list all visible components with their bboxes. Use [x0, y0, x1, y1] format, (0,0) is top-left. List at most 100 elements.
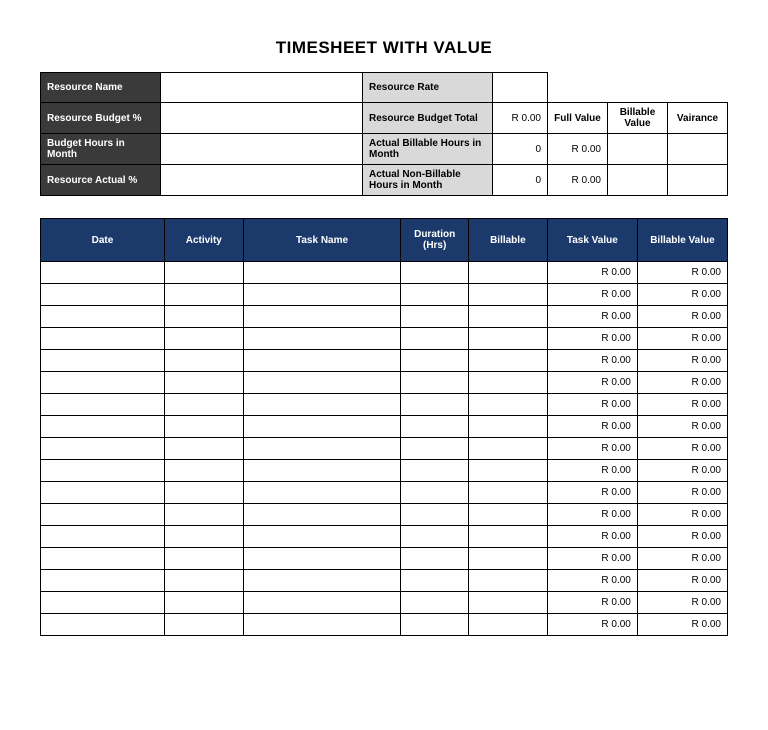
- grid-cell[interactable]: [401, 394, 469, 416]
- grid-cell[interactable]: [243, 328, 401, 350]
- grid-cell[interactable]: [468, 438, 547, 460]
- grid-cell[interactable]: [468, 350, 547, 372]
- grid-cell[interactable]: [41, 394, 165, 416]
- cell-resource-actual-pct[interactable]: [161, 165, 363, 196]
- grid-cell[interactable]: [468, 570, 547, 592]
- grid-cell: R 0.00: [547, 570, 637, 592]
- grid-cell[interactable]: [164, 372, 243, 394]
- grid-cell[interactable]: [243, 438, 401, 460]
- summary-row-billable-hours: Budget Hours in Month Actual Billable Ho…: [41, 134, 728, 165]
- grid-cell[interactable]: [164, 328, 243, 350]
- grid-cell[interactable]: [468, 504, 547, 526]
- grid-cell[interactable]: [243, 504, 401, 526]
- grid-cell[interactable]: [243, 394, 401, 416]
- grid-cell[interactable]: [41, 372, 165, 394]
- grid-cell[interactable]: [243, 526, 401, 548]
- table-row: R 0.00R 0.00: [41, 570, 728, 592]
- grid-cell[interactable]: [41, 570, 165, 592]
- label-full-value: Full Value: [548, 103, 608, 134]
- grid-cell[interactable]: [41, 262, 165, 284]
- grid-cell[interactable]: [468, 372, 547, 394]
- grid-cell: R 0.00: [547, 306, 637, 328]
- grid-cell[interactable]: [468, 284, 547, 306]
- grid-cell[interactable]: [401, 284, 469, 306]
- grid-cell[interactable]: [164, 504, 243, 526]
- grid-cell[interactable]: [468, 482, 547, 504]
- grid-cell[interactable]: [243, 372, 401, 394]
- grid-cell[interactable]: [164, 284, 243, 306]
- grid-cell[interactable]: [468, 548, 547, 570]
- grid-cell[interactable]: [401, 372, 469, 394]
- grid-cell[interactable]: [41, 328, 165, 350]
- grid-cell[interactable]: [401, 438, 469, 460]
- grid-cell[interactable]: [164, 262, 243, 284]
- grid-cell: R 0.00: [637, 438, 727, 460]
- grid-cell[interactable]: [41, 504, 165, 526]
- grid-cell: R 0.00: [547, 328, 637, 350]
- grid-cell[interactable]: [164, 350, 243, 372]
- grid-cell[interactable]: [468, 592, 547, 614]
- grid-cell[interactable]: [243, 592, 401, 614]
- grid-cell[interactable]: [401, 570, 469, 592]
- grid-cell[interactable]: [243, 614, 401, 636]
- grid-cell[interactable]: [164, 438, 243, 460]
- grid-cell[interactable]: [401, 328, 469, 350]
- grid-cell[interactable]: [401, 460, 469, 482]
- grid-cell[interactable]: [468, 460, 547, 482]
- grid-cell[interactable]: [164, 482, 243, 504]
- grid-cell[interactable]: [401, 262, 469, 284]
- grid-cell[interactable]: [401, 548, 469, 570]
- grid-cell[interactable]: [468, 262, 547, 284]
- grid-cell[interactable]: [164, 416, 243, 438]
- grid-cell[interactable]: [41, 306, 165, 328]
- grid-cell[interactable]: [468, 306, 547, 328]
- cell-resource-name[interactable]: [161, 73, 363, 103]
- cell-nonbillable-hours-val: R 0.00: [548, 165, 608, 196]
- grid-cell[interactable]: [401, 614, 469, 636]
- grid-cell[interactable]: [41, 614, 165, 636]
- grid-cell[interactable]: [243, 262, 401, 284]
- grid-cell[interactable]: [468, 328, 547, 350]
- grid-cell[interactable]: [243, 284, 401, 306]
- grid-cell[interactable]: [243, 570, 401, 592]
- grid-cell[interactable]: [401, 592, 469, 614]
- grid-cell[interactable]: [468, 614, 547, 636]
- grid-cell[interactable]: [41, 548, 165, 570]
- grid-cell[interactable]: [401, 504, 469, 526]
- grid-cell[interactable]: [164, 614, 243, 636]
- cell-resource-budget-pct[interactable]: [161, 103, 363, 134]
- grid-cell[interactable]: [41, 350, 165, 372]
- grid-cell[interactable]: [243, 416, 401, 438]
- grid-cell[interactable]: [164, 306, 243, 328]
- grid-cell[interactable]: [243, 482, 401, 504]
- grid-cell[interactable]: [164, 548, 243, 570]
- grid-cell[interactable]: [41, 592, 165, 614]
- grid-cell[interactable]: [164, 526, 243, 548]
- summary-row-name: Resource Name Resource Rate: [41, 73, 728, 103]
- grid-cell[interactable]: [401, 416, 469, 438]
- grid-cell[interactable]: [164, 394, 243, 416]
- grid-cell[interactable]: [401, 350, 469, 372]
- grid-cell[interactable]: [41, 438, 165, 460]
- grid-cell[interactable]: [243, 350, 401, 372]
- cell-budget-hours[interactable]: [161, 134, 363, 165]
- grid-cell[interactable]: [401, 526, 469, 548]
- cell-resource-rate[interactable]: [493, 73, 548, 103]
- grid-cell[interactable]: [164, 460, 243, 482]
- grid-cell[interactable]: [243, 460, 401, 482]
- grid-cell[interactable]: [468, 526, 547, 548]
- grid-cell[interactable]: [41, 526, 165, 548]
- grid-cell[interactable]: [41, 416, 165, 438]
- grid-cell[interactable]: [41, 284, 165, 306]
- grid-cell[interactable]: [401, 306, 469, 328]
- grid-cell[interactable]: [401, 482, 469, 504]
- grid-cell[interactable]: [164, 570, 243, 592]
- grid-cell[interactable]: [243, 548, 401, 570]
- grid-cell[interactable]: [468, 416, 547, 438]
- grid-cell[interactable]: [468, 394, 547, 416]
- table-row: R 0.00R 0.00: [41, 262, 728, 284]
- grid-cell[interactable]: [243, 306, 401, 328]
- grid-cell[interactable]: [41, 460, 165, 482]
- grid-cell[interactable]: [164, 592, 243, 614]
- grid-cell[interactable]: [41, 482, 165, 504]
